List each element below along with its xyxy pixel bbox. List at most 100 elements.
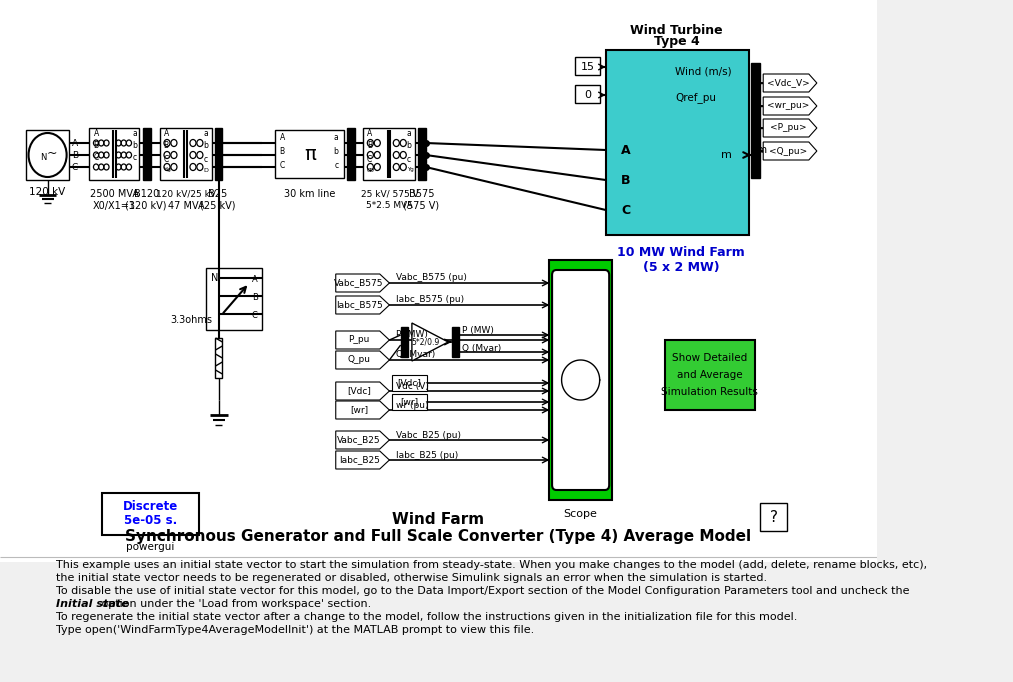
Text: Iabc_B575: Iabc_B575 bbox=[335, 301, 383, 310]
Text: Discrete: Discrete bbox=[123, 501, 178, 514]
Text: Wind Farm: Wind Farm bbox=[392, 512, 484, 527]
Text: Type 4: Type 4 bbox=[653, 35, 700, 48]
Text: Vabc_B25: Vabc_B25 bbox=[337, 436, 381, 445]
Text: Vabc_B25 (pu): Vabc_B25 (pu) bbox=[396, 430, 461, 439]
Bar bbox=[665, 340, 756, 410]
Bar bbox=[418, 128, 425, 180]
FancyBboxPatch shape bbox=[552, 270, 609, 490]
Polygon shape bbox=[335, 451, 389, 469]
Text: π: π bbox=[304, 145, 316, 164]
Text: b: b bbox=[204, 141, 209, 151]
Text: <Q_pu>: <Q_pu> bbox=[769, 147, 807, 155]
Text: and Average: and Average bbox=[677, 370, 743, 380]
Text: D: D bbox=[204, 168, 209, 173]
Bar bbox=[102, 493, 199, 535]
Bar bbox=[0, 0, 876, 562]
Text: <Vdc_V>: <Vdc_V> bbox=[767, 78, 809, 87]
Text: B: B bbox=[621, 173, 631, 186]
Polygon shape bbox=[335, 296, 389, 314]
Text: X0/X1=3: X0/X1=3 bbox=[93, 201, 136, 211]
Text: Yg: Yg bbox=[406, 168, 413, 173]
Bar bbox=[401, 327, 407, 357]
Circle shape bbox=[28, 133, 67, 177]
Text: [wr]: [wr] bbox=[400, 398, 418, 406]
Text: B: B bbox=[252, 293, 258, 303]
Text: This example uses an initial state vector to start the simulation from steady-st: This example uses an initial state vecto… bbox=[57, 560, 927, 570]
Text: 0: 0 bbox=[585, 90, 591, 100]
Text: Simulation Results: Simulation Results bbox=[661, 387, 758, 397]
Text: Wind Turbine: Wind Turbine bbox=[630, 23, 723, 37]
Text: ?: ? bbox=[770, 509, 778, 524]
Bar bbox=[751, 63, 760, 178]
Bar bbox=[392, 375, 426, 391]
Bar bbox=[26, 130, 69, 180]
Text: A: A bbox=[163, 128, 169, 138]
Text: 5e-05 s.: 5e-05 s. bbox=[124, 514, 177, 527]
Text: [wr]: [wr] bbox=[350, 406, 368, 415]
Text: A: A bbox=[72, 138, 78, 147]
Text: m: m bbox=[721, 150, 732, 160]
Text: Iabc_B25 (pu): Iabc_B25 (pu) bbox=[396, 451, 459, 460]
Text: P (MW): P (MW) bbox=[462, 327, 494, 336]
Text: B: B bbox=[93, 141, 98, 151]
Bar bbox=[606, 50, 749, 235]
Text: A: A bbox=[252, 276, 258, 284]
Bar bbox=[549, 260, 612, 500]
Text: a: a bbox=[333, 134, 338, 143]
Text: 5*2/0.9: 5*2/0.9 bbox=[411, 338, 440, 346]
Text: Vdc (V): Vdc (V) bbox=[396, 381, 430, 391]
Bar bbox=[215, 128, 223, 180]
Text: Show Detailed: Show Detailed bbox=[672, 353, 748, 363]
Text: ~: ~ bbox=[47, 147, 57, 160]
Text: c: c bbox=[204, 155, 208, 164]
Text: 30 km line: 30 km line bbox=[284, 189, 335, 199]
Bar bbox=[143, 128, 151, 180]
Text: [Vdc]: [Vdc] bbox=[347, 387, 371, 396]
Text: C: C bbox=[163, 155, 169, 164]
Text: C: C bbox=[93, 153, 98, 162]
Text: Q (Mvar): Q (Mvar) bbox=[396, 351, 436, 359]
Text: (120 kV): (120 kV) bbox=[126, 201, 167, 211]
Text: 5*2.5 MVA: 5*2.5 MVA bbox=[366, 201, 412, 211]
Text: CD: CD bbox=[367, 168, 375, 173]
Text: 10 MW Wind Farm: 10 MW Wind Farm bbox=[617, 246, 745, 259]
Text: A: A bbox=[93, 128, 98, 138]
Polygon shape bbox=[335, 351, 389, 369]
Bar bbox=[575, 85, 600, 103]
Text: Iabc_B575 (pu): Iabc_B575 (pu) bbox=[396, 295, 464, 304]
Text: 3.3ohms: 3.3ohms bbox=[170, 315, 212, 325]
Bar bbox=[364, 128, 415, 180]
Polygon shape bbox=[335, 401, 389, 419]
Bar bbox=[452, 327, 459, 357]
Bar bbox=[216, 338, 223, 378]
Text: wr (pu): wr (pu) bbox=[396, 400, 428, 409]
Polygon shape bbox=[763, 119, 816, 137]
Polygon shape bbox=[335, 382, 389, 400]
Text: (25 kV): (25 kV) bbox=[201, 201, 236, 211]
Polygon shape bbox=[412, 323, 448, 361]
Polygon shape bbox=[763, 74, 816, 92]
Text: C: C bbox=[72, 162, 78, 171]
Text: B120: B120 bbox=[134, 189, 159, 199]
Text: powergui: powergui bbox=[127, 542, 175, 552]
Polygon shape bbox=[335, 331, 389, 349]
Text: Type open('WindFarmType4AverageModelInit') at the MATLAB prompt to view this fil: Type open('WindFarmType4AverageModelInit… bbox=[57, 625, 535, 635]
Text: B: B bbox=[367, 141, 372, 151]
Text: 15: 15 bbox=[580, 62, 595, 72]
Text: 120 kV/25 kV: 120 kV/25 kV bbox=[156, 190, 216, 198]
Text: N: N bbox=[211, 273, 218, 283]
Text: a: a bbox=[133, 128, 137, 138]
Text: c: c bbox=[334, 162, 338, 170]
Text: 2500 MVA: 2500 MVA bbox=[90, 189, 139, 199]
Bar bbox=[347, 128, 355, 180]
Text: P (MW): P (MW) bbox=[396, 331, 428, 340]
Polygon shape bbox=[335, 431, 389, 449]
Polygon shape bbox=[763, 97, 816, 115]
Text: B575: B575 bbox=[408, 189, 435, 199]
Polygon shape bbox=[335, 274, 389, 292]
Bar bbox=[575, 57, 600, 75]
Text: Wind (m/s): Wind (m/s) bbox=[675, 67, 731, 77]
Text: Qref_pu: Qref_pu bbox=[675, 93, 716, 104]
Text: [Vdc]: [Vdc] bbox=[397, 379, 421, 387]
Text: Vabc_B575: Vabc_B575 bbox=[334, 278, 384, 288]
